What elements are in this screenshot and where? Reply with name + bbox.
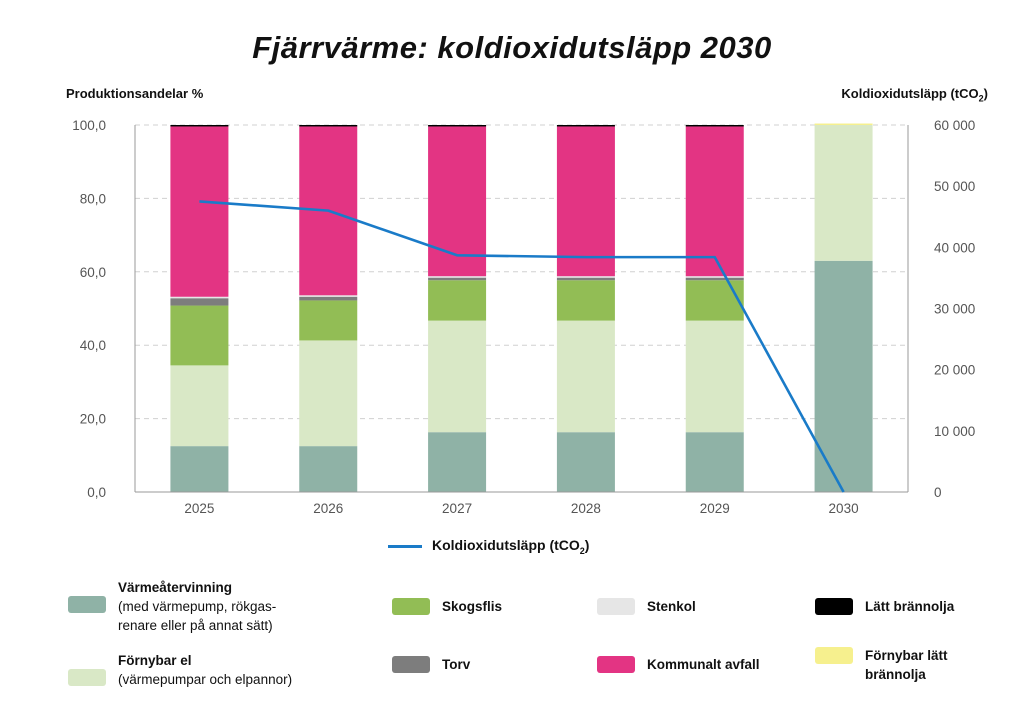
right-tick-label: 50 000 — [934, 179, 975, 194]
bar-segment — [556, 277, 615, 281]
right-tick-label: 40 000 — [934, 240, 975, 255]
legend-label: Förnybar lätt brännolja — [865, 648, 948, 682]
bar-segment — [428, 126, 487, 277]
x-tick-label: 2025 — [184, 501, 214, 516]
x-tick-label: 2029 — [700, 501, 730, 516]
left-tick-label: 20,0 — [80, 412, 106, 427]
legend-label: Torv — [442, 657, 471, 672]
bar-segment — [428, 432, 487, 492]
bar-segment — [299, 295, 358, 297]
legend-item: Förnybar lätt brännolja — [815, 646, 948, 684]
bar-segment — [428, 280, 487, 321]
bar-segment — [556, 280, 615, 321]
right-axis-title: Koldioxidutsläpp (tCO2) — [841, 86, 988, 104]
bar-segment — [814, 123, 873, 125]
right-tick-label: 10 000 — [934, 424, 975, 439]
left-tick-label: 60,0 — [80, 265, 106, 280]
legend-label: Skogsflis — [442, 599, 503, 614]
left-tick-label: 100,0 — [72, 118, 106, 133]
bar-segment — [685, 126, 744, 277]
bar-segment — [685, 320, 744, 433]
bar-segment — [685, 280, 744, 321]
x-tick-label: 2028 — [571, 501, 601, 516]
legend-swatch — [68, 596, 106, 613]
bar-segment — [299, 300, 358, 341]
line-legend: Koldioxidutsläpp (tCO2) — [388, 537, 589, 556]
legend-label: Kommunalt avfall — [647, 657, 760, 672]
left-tick-label: 0,0 — [87, 485, 106, 500]
bar-segment — [556, 126, 615, 277]
bar-segment — [685, 125, 744, 127]
legend-label: Lätt brännolja — [865, 599, 955, 614]
chart-title: Fjärrvärme: koldioxidutsläpp 2030 — [252, 30, 772, 65]
legend-label: Förnybar el (värmepumpar och elpannor) — [118, 653, 293, 687]
bar-segment — [428, 277, 487, 281]
legend-swatch — [597, 656, 635, 673]
bar-segment — [299, 296, 358, 301]
right-tick-label: 60 000 — [934, 118, 975, 133]
bar-segment — [170, 125, 229, 127]
legend-item: Stenkol — [597, 597, 696, 616]
right-tick-label: 0 — [934, 485, 942, 500]
line-legend-label: Koldioxidutsläpp (tCO2) — [432, 537, 590, 556]
bar-segment — [170, 126, 229, 297]
bar-segment — [170, 298, 229, 306]
bar-segment — [556, 320, 615, 433]
bar-segment — [814, 260, 873, 492]
legend-item: Värmeåtervinning (med värmepump, rökgas-r… — [68, 578, 276, 635]
legend-swatch — [392, 598, 430, 615]
bar-segment — [170, 296, 229, 299]
bar-segment — [299, 125, 358, 127]
legend-label: Värmeåtervinning (med värmepump, rökgas-r… — [118, 580, 277, 633]
bar-segment — [428, 320, 487, 433]
legend-item: Lätt brännolja — [815, 597, 954, 616]
legend-swatch — [392, 656, 430, 673]
legend-label: Stenkol — [647, 599, 696, 614]
bar-segment — [170, 446, 229, 492]
bar-segment — [299, 446, 358, 492]
right-tick-label: 20 000 — [934, 363, 975, 378]
legend-item: Kommunalt avfall — [597, 655, 760, 674]
left-tick-label: 40,0 — [80, 338, 106, 353]
bar-segment — [685, 432, 744, 492]
legend-swatch — [815, 598, 853, 615]
right-tick-label: 30 000 — [934, 302, 975, 317]
legend-item: Torv — [392, 655, 470, 674]
bar-segment — [428, 125, 487, 127]
bar-segment — [170, 365, 229, 447]
emissions-line — [199, 200, 845, 493]
bar-segment — [299, 340, 358, 447]
legend-swatch — [815, 647, 853, 664]
left-axis-title: Produktionsandelar % — [66, 86, 204, 101]
bar-segment — [170, 305, 229, 366]
bar-segment — [685, 277, 744, 281]
legend-swatch — [68, 669, 106, 686]
bar-segment — [428, 276, 487, 278]
bar-segment — [556, 276, 615, 278]
bar-segment — [685, 276, 744, 278]
x-tick-label: 2030 — [829, 501, 859, 516]
bar-segment — [556, 432, 615, 492]
bar-segment — [814, 125, 873, 261]
x-tick-label: 2027 — [442, 501, 472, 516]
line-legend-swatch — [388, 544, 422, 548]
bar-segment — [556, 125, 615, 127]
legend-item: Skogsflis — [392, 597, 502, 616]
legend-item: Förnybar el (värmepumpar och elpannor) — [68, 651, 292, 689]
left-tick-label: 80,0 — [80, 191, 106, 206]
x-tick-label: 2026 — [313, 501, 343, 516]
legend-swatch — [597, 598, 635, 615]
